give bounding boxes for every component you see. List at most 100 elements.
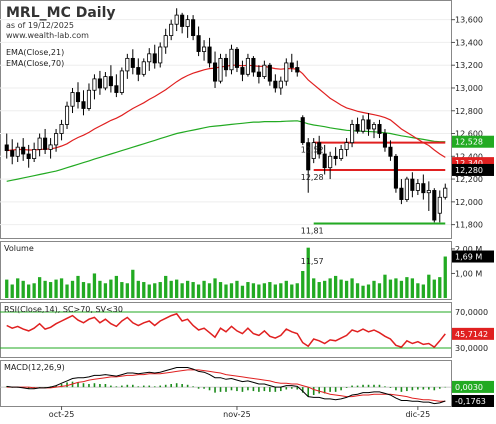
price-tag-text: 12,280: [455, 166, 483, 175]
macd-histogram-bar: [362, 384, 364, 388]
candle-body: [399, 187, 404, 200]
macd-histogram-bar: [356, 385, 359, 388]
volume-tag: 1,69 M: [452, 250, 494, 263]
candle-body: [207, 46, 212, 64]
candle-body: [360, 119, 366, 132]
price-tick-label: 12,400: [455, 152, 483, 161]
volume-bar: [372, 280, 376, 298]
volume-bar: [427, 274, 431, 298]
price-tick-label: 13,600: [455, 16, 483, 25]
volume-bar: [10, 284, 14, 298]
chart-title: MRL_MC Daily: [6, 5, 116, 21]
macd-histogram-bar: [230, 387, 233, 391]
candle-body: [125, 57, 130, 72]
volume-bar: [257, 284, 261, 298]
candle-body: [15, 146, 20, 157]
price-tag: 12,280: [452, 163, 494, 176]
volume-bar: [158, 282, 162, 298]
volume-bar: [301, 271, 305, 298]
macd-histogram-bar: [373, 384, 375, 388]
volume-bar: [120, 282, 124, 298]
candle-body: [212, 62, 218, 82]
candle-body: [108, 76, 113, 87]
volume-bar: [284, 280, 288, 298]
volume-bar: [76, 275, 80, 298]
candle-body: [333, 155, 338, 159]
macd-title: MACD(12,26,9): [4, 363, 65, 372]
volume-bar: [136, 280, 140, 298]
candle-body: [64, 105, 70, 125]
volume-bar: [98, 280, 102, 298]
legend-ema70: EMA(Close,70): [6, 59, 64, 68]
macd-histogram-bar: [164, 384, 167, 388]
volume-bar: [131, 269, 135, 298]
candle-body: [26, 153, 31, 159]
macd-histogram-bar: [77, 382, 79, 388]
candle-body: [410, 178, 415, 191]
volume-bar: [268, 282, 272, 298]
macd-histogram-bar: [219, 387, 222, 392]
candle-body: [339, 149, 344, 159]
candle-body: [344, 142, 349, 150]
macd-histogram-bar: [214, 387, 216, 393]
macd-histogram-bar: [345, 387, 348, 388]
volume-bar: [405, 277, 409, 298]
volume-bar: [32, 283, 36, 298]
volume-bar: [153, 283, 157, 298]
price-tick-label: 11,800: [455, 221, 483, 230]
macd-tag-text: -0,1763: [455, 397, 486, 406]
candle-body: [426, 190, 431, 194]
volume-bar: [48, 282, 53, 298]
candle-body: [404, 178, 409, 200]
macd-histogram-bar: [137, 386, 140, 388]
macd-tag-bg: [452, 380, 494, 393]
volume-bar: [92, 273, 97, 298]
macd-tag: 0,0030: [452, 380, 494, 393]
macd-histogram-bar: [280, 387, 282, 392]
price-tick-label: 12,000: [455, 198, 483, 207]
candle-body: [388, 146, 393, 157]
candle-body: [169, 23, 174, 37]
volume-bar: [65, 284, 69, 298]
macd-histogram-bar: [126, 384, 129, 388]
volume-bar: [229, 283, 234, 298]
macd-histogram-bar: [351, 385, 353, 388]
candle-body: [289, 62, 294, 68]
rsi-tick-label: 70,0000: [455, 308, 488, 317]
macd-histogram-bar: [285, 387, 288, 390]
candle-body: [432, 190, 437, 221]
x-tick-label: dic-25: [405, 410, 430, 419]
candle-body: [317, 142, 322, 155]
x-axis: oct-25 nov-25 dic-25: [49, 406, 430, 419]
volume-bar: [235, 280, 239, 298]
candle-body: [158, 46, 163, 64]
macd-histogram-bar: [241, 387, 244, 392]
candle-body: [295, 67, 300, 73]
volume-tag-text: 1,69 M: [455, 253, 482, 262]
candle-body: [97, 78, 102, 89]
candle-body: [37, 137, 42, 150]
macd-histogram-bar: [323, 387, 326, 394]
candle-body: [218, 57, 223, 82]
volume-bar: [443, 256, 447, 298]
candle-body: [54, 133, 59, 146]
macd-histogram-bar: [225, 387, 227, 392]
price-tag: 12,528: [452, 135, 494, 148]
macd-histogram-bar: [132, 384, 134, 388]
x-tick-label: nov-25: [223, 410, 251, 419]
volume-bar: [81, 282, 86, 298]
as-of-date: as of 19/12/2025: [6, 21, 74, 30]
candle-body: [421, 183, 426, 194]
volume-bar: [43, 280, 47, 298]
price-layer: 11,800 12,000 12,200 12,400 12,600 12,800 13,0…: [0, 8, 494, 235]
candle-body: [256, 71, 261, 77]
macd-histogram-bar: [329, 387, 331, 392]
macd-signal-line: [6, 369, 446, 402]
candle-body: [240, 67, 245, 75]
candle-body: [300, 117, 305, 144]
candle-body: [234, 48, 240, 68]
volume-bar: [388, 279, 393, 298]
volume-bar: [196, 284, 201, 298]
macd-histogram-bar: [159, 385, 162, 388]
volume-bar: [103, 283, 108, 298]
